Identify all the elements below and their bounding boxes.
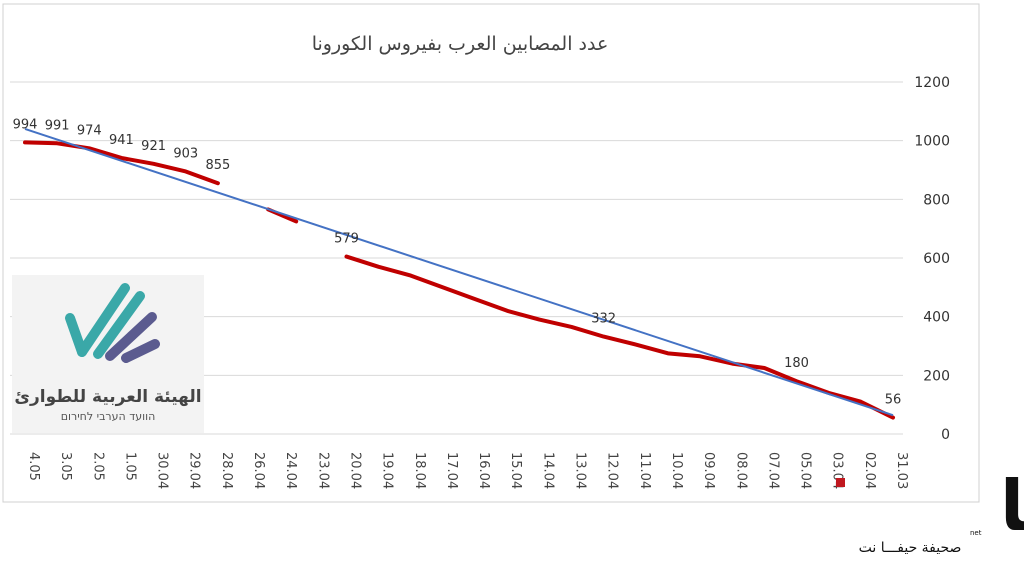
x-tick-label: 07.04 [765,452,780,489]
x-tick-label: 08.04 [733,452,748,489]
watermark-org-arabic: الهيئة العربية للطوارئ [14,387,201,407]
y-tick-label: 1000 [914,134,950,150]
y-tick-label: 200 [923,368,950,384]
x-tick-label: 17.04 [444,452,459,489]
y-axis-ticks: 0 200 400 600 800 1000 1200 [914,75,950,443]
x-tick-label: 20.04 [347,452,362,489]
watermark: الهيئة العربية للطوارئ הוועד הערבי לחירו… [12,275,204,433]
x-tick-label: 09.04 [701,452,716,489]
series-layer [23,127,895,420]
x-tick-label: 12.04 [605,452,620,489]
logo-tld: net [970,529,982,537]
x-tick-label: 30.04 [155,452,170,489]
x-tick-label: 10.04 [669,452,684,489]
y-tick-label: 1200 [914,75,950,91]
series-line [344,254,895,420]
y-tick-label: 0 [941,427,950,443]
data-label: 991 [45,118,70,133]
logo-subtitle: صحيفة حيفـــا نت [859,540,962,556]
data-label: 855 [205,158,230,173]
x-tick-label: 4.05 [26,452,41,481]
x-tick-label: 02.04 [862,452,877,489]
x-tick-label: 29.04 [187,452,202,489]
chart-title: عدد المصابين العرب بفيروس الكورونا [312,33,609,55]
y-tick-label: 400 [923,310,950,326]
series-line [23,140,220,186]
x-tick-label: 05.04 [798,452,813,489]
x-tick-label: 2.05 [90,452,105,481]
data-label: 180 [784,356,809,371]
data-labels: 994 991 974 941 921 903 855 579 332 180 56 [13,117,902,407]
x-tick-label: 3.05 [58,452,73,481]
x-tick-label: 14.04 [540,452,555,489]
watermark-org-hebrew: הוועד הערבי לחירום [61,410,156,423]
x-tick-label: 16.04 [476,452,491,489]
x-tick-label: 11.04 [637,452,652,489]
logo-name: حيفا [1000,465,1024,547]
data-label: 921 [141,139,166,154]
data-label: 994 [13,117,38,132]
x-tick-label: 24.04 [283,452,298,489]
x-tick-label: 31.03 [894,452,909,489]
data-label: 941 [109,133,134,148]
publisher-logo: حيفا net صحيفة حيفـــا نت [836,465,1024,556]
x-tick-label: 26.04 [251,452,266,489]
y-tick-label: 800 [923,192,950,208]
data-label: 903 [173,146,198,161]
x-tick-label: 15.04 [508,452,523,489]
trendline [24,127,894,417]
data-label: 974 [77,123,102,138]
logo-accent-square [836,478,845,487]
x-tick-label: 23.04 [315,452,330,489]
data-label: 56 [885,393,902,408]
data-label: 332 [591,312,616,327]
x-axis-ticks: 31.0302.0403.0405.0407.0408.0409.0410.04… [26,452,909,489]
x-tick-label: 18.04 [412,452,427,489]
watermark-logo-icon [65,283,160,363]
x-tick-label: 28.04 [219,452,234,489]
y-tick-label: 600 [923,251,950,267]
x-tick-label: 19.04 [380,452,395,489]
x-tick-label: 13.04 [573,452,588,489]
x-tick-label: 1.05 [122,452,137,481]
data-label: 579 [334,232,359,247]
